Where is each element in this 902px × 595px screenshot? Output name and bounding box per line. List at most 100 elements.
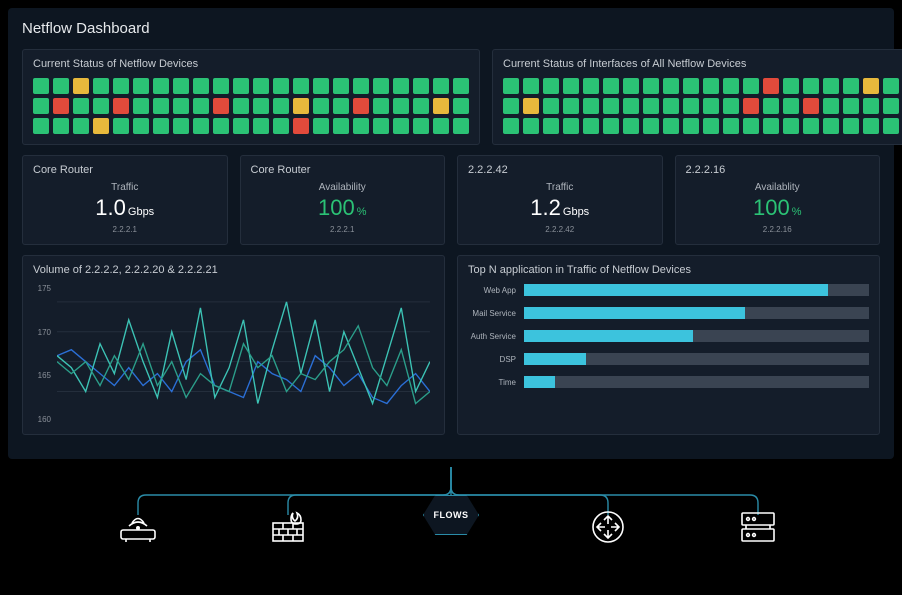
metric-panel[interactable]: 2.2.2.16Availablity100%2.2.2.16 — [675, 155, 881, 245]
status-cell[interactable] — [193, 118, 209, 134]
status-cell[interactable] — [273, 98, 289, 114]
status-cell[interactable] — [583, 98, 599, 114]
status-cell[interactable] — [353, 78, 369, 94]
status-cell[interactable] — [743, 118, 759, 134]
status-cell[interactable] — [603, 118, 619, 134]
status-cell[interactable] — [253, 78, 269, 94]
status-cell[interactable] — [763, 118, 779, 134]
status-cell[interactable] — [543, 98, 559, 114]
status-cell[interactable] — [393, 98, 409, 114]
status-cell[interactable] — [503, 78, 519, 94]
status-cell[interactable] — [783, 78, 799, 94]
status-cell[interactable] — [523, 98, 539, 114]
status-cell[interactable] — [743, 98, 759, 114]
status-cell[interactable] — [763, 98, 779, 114]
status-cell[interactable] — [113, 98, 129, 114]
status-cell[interactable] — [433, 78, 449, 94]
status-cell[interactable] — [583, 78, 599, 94]
status-cell[interactable] — [703, 118, 719, 134]
status-cell[interactable] — [353, 98, 369, 114]
status-cell[interactable] — [133, 118, 149, 134]
status-cell[interactable] — [33, 118, 49, 134]
status-cell[interactable] — [313, 98, 329, 114]
status-cell[interactable] — [823, 118, 839, 134]
status-cell[interactable] — [703, 78, 719, 94]
status-cell[interactable] — [233, 78, 249, 94]
status-cell[interactable] — [133, 98, 149, 114]
status-cell[interactable] — [823, 98, 839, 114]
switch-icon[interactable] — [588, 507, 628, 547]
status-cell[interactable] — [783, 98, 799, 114]
status-cell[interactable] — [683, 98, 699, 114]
status-cell[interactable] — [73, 78, 89, 94]
status-cell[interactable] — [743, 78, 759, 94]
status-cell[interactable] — [153, 98, 169, 114]
status-cell[interactable] — [453, 78, 469, 94]
status-cell[interactable] — [53, 98, 69, 114]
status-cell[interactable] — [273, 118, 289, 134]
status-cell[interactable] — [883, 98, 899, 114]
status-cell[interactable] — [683, 78, 699, 94]
status-cell[interactable] — [453, 118, 469, 134]
status-cell[interactable] — [73, 118, 89, 134]
status-cell[interactable] — [663, 98, 679, 114]
status-cell[interactable] — [863, 98, 879, 114]
status-cell[interactable] — [273, 78, 289, 94]
status-cell[interactable] — [293, 118, 309, 134]
status-cell[interactable] — [803, 98, 819, 114]
status-cell[interactable] — [643, 98, 659, 114]
status-cell[interactable] — [723, 78, 739, 94]
server-icon[interactable] — [738, 507, 778, 547]
status-cell[interactable] — [373, 98, 389, 114]
status-cell[interactable] — [93, 98, 109, 114]
status-cell[interactable] — [663, 118, 679, 134]
status-cell[interactable] — [113, 118, 129, 134]
status-cell[interactable] — [253, 98, 269, 114]
status-cell[interactable] — [133, 78, 149, 94]
status-cell[interactable] — [563, 78, 579, 94]
status-cell[interactable] — [93, 118, 109, 134]
status-cell[interactable] — [623, 98, 639, 114]
metric-panel[interactable]: Core RouterAvailability100%2.2.2.1 — [240, 155, 446, 245]
status-cell[interactable] — [373, 78, 389, 94]
status-cell[interactable] — [803, 78, 819, 94]
status-cell[interactable] — [93, 78, 109, 94]
status-cell[interactable] — [233, 118, 249, 134]
status-cell[interactable] — [623, 78, 639, 94]
status-cell[interactable] — [563, 118, 579, 134]
status-cell[interactable] — [843, 118, 859, 134]
status-cell[interactable] — [763, 78, 779, 94]
status-cell[interactable] — [173, 78, 189, 94]
status-cell[interactable] — [453, 98, 469, 114]
metric-panel[interactable]: Core RouterTraffic1.0Gbps2.2.2.1 — [22, 155, 228, 245]
status-cell[interactable] — [213, 118, 229, 134]
status-cell[interactable] — [843, 98, 859, 114]
status-cell[interactable] — [413, 98, 429, 114]
status-cell[interactable] — [33, 98, 49, 114]
status-cell[interactable] — [433, 118, 449, 134]
status-cell[interactable] — [683, 118, 699, 134]
status-cell[interactable] — [723, 118, 739, 134]
status-cell[interactable] — [523, 78, 539, 94]
status-cell[interactable] — [53, 78, 69, 94]
status-cell[interactable] — [883, 78, 899, 94]
status-cell[interactable] — [643, 78, 659, 94]
status-cell[interactable] — [703, 98, 719, 114]
status-cell[interactable] — [723, 98, 739, 114]
status-cell[interactable] — [313, 118, 329, 134]
status-cell[interactable] — [233, 98, 249, 114]
status-cell[interactable] — [293, 78, 309, 94]
status-cell[interactable] — [153, 78, 169, 94]
status-cell[interactable] — [373, 118, 389, 134]
status-cell[interactable] — [523, 118, 539, 134]
status-cell[interactable] — [353, 118, 369, 134]
status-cell[interactable] — [253, 118, 269, 134]
status-cell[interactable] — [823, 78, 839, 94]
status-cell[interactable] — [333, 118, 349, 134]
status-cell[interactable] — [413, 78, 429, 94]
status-cell[interactable] — [153, 118, 169, 134]
status-cell[interactable] — [413, 118, 429, 134]
status-cell[interactable] — [393, 118, 409, 134]
status-cell[interactable] — [603, 78, 619, 94]
status-cell[interactable] — [53, 118, 69, 134]
